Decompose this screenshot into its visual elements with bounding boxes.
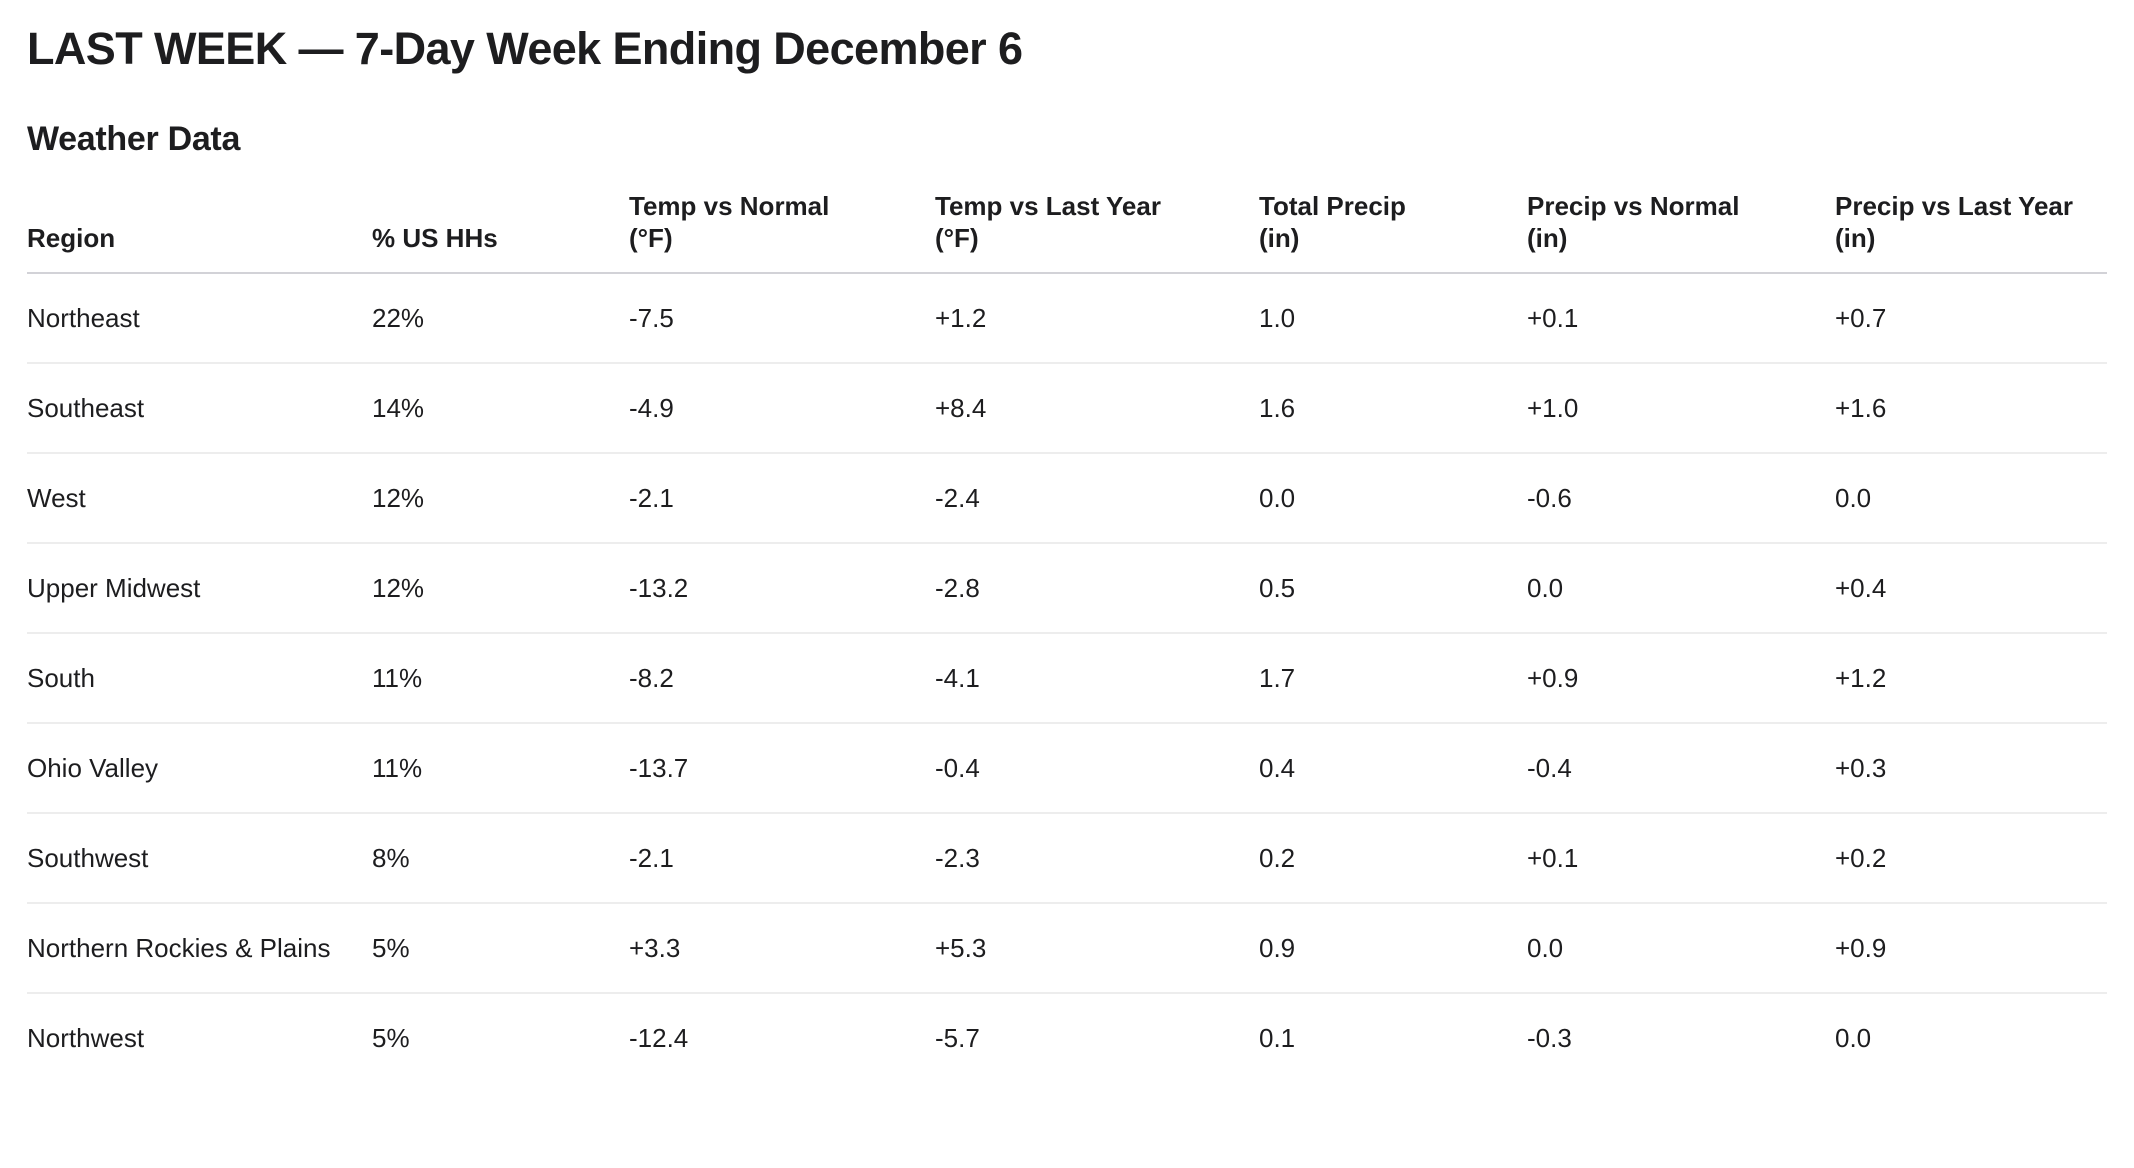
column-header: Temp vs Last Year (°F)	[935, 189, 1259, 274]
value-cell: -2.1	[629, 812, 935, 904]
column-header-label: Precip vs Last Year	[1835, 190, 2074, 221]
value-cell: -7.5	[629, 272, 935, 364]
value-cell: 22%	[372, 272, 629, 364]
column-header-unit: (in)	[1259, 222, 1300, 253]
column-header-unit: (°F)	[935, 222, 979, 253]
page: LAST WEEK — 7-Day Week Ending December 6…	[27, 23, 2107, 1082]
value-cell: 0.1	[1259, 1022, 1296, 1053]
table-row: Northwest 5% -12.4 -5.7 0.1 -0.3 0.0	[27, 993, 2107, 1082]
column-header: % US HHs	[372, 189, 629, 274]
value-cell: 11%	[372, 722, 629, 814]
value-cell: -0.4	[935, 722, 1259, 814]
value-cell: -0.6	[1527, 452, 1835, 544]
value-cell: 0.4	[1259, 722, 1527, 814]
region-cell: Southeast	[27, 362, 372, 454]
table-body: Northeast 22% -7.5 +1.2 1.0 +0.1 +0.7 Southeast…	[27, 272, 2107, 1082]
table-row: Southwest 8% -2.1 -2.3 0.2 +0.1 +0.2	[27, 812, 2107, 904]
column-header-label: Total Precip	[1259, 190, 1406, 221]
value-cell: -8.2	[629, 632, 935, 724]
table-row: Upper Midwest 12% -13.2 -2.8 0.5 0.0 +0.4	[27, 542, 2107, 634]
value-cell: +8.4	[935, 362, 1259, 454]
value-cell: 12%	[372, 452, 629, 544]
value-cell: +5.3	[935, 902, 1259, 994]
value-cell: -2.3	[935, 812, 1259, 904]
column-header-unit: (in)	[1527, 222, 1568, 253]
value-cell: 0.0	[1835, 452, 2107, 544]
value-cell: +0.4	[1835, 542, 2107, 634]
value-cell: -0.4	[1527, 722, 1835, 814]
region-cell: Ohio Valley	[27, 722, 372, 814]
value-cell: +0.9	[1835, 902, 2107, 994]
column-header: Temp vs Normal (°F)	[629, 189, 935, 274]
table-header-row: Region% US HHs Temp vs Normal (°F) Temp vs …	[27, 189, 2107, 274]
weather-data-table: Region% US HHs Temp vs Normal (°F) Temp vs …	[27, 189, 2107, 1082]
region-cell: Upper Midwest	[27, 542, 372, 634]
column-header-label: Region	[27, 222, 116, 253]
table-header: Region% US HHs Temp vs Normal (°F) Temp vs …	[27, 189, 2107, 274]
value-cell: -13.2	[629, 542, 935, 634]
table-row: West 12% -2.1 -2.4 0.0 -0.6 0.0	[27, 452, 2107, 544]
region-cell: Northeast	[27, 272, 372, 364]
value-cell: 8%	[372, 812, 629, 904]
value-cell: -0.3	[1527, 1022, 1572, 1053]
region-cell: Northwest	[27, 1022, 145, 1053]
value-cell: 0.0	[1527, 902, 1835, 994]
value-cell: 0.9	[1259, 902, 1527, 994]
value-cell: +0.3	[1835, 722, 2107, 814]
column-header-label: Temp vs Last Year	[935, 190, 1161, 221]
table-row: Southeast 14% -4.9 +8.4 1.6 +1.0 +1.6	[27, 362, 2107, 454]
column-header-label: Temp vs Normal	[629, 190, 830, 221]
value-cell: +3.3	[629, 902, 935, 994]
region-cell: West	[27, 452, 372, 544]
value-cell: 0.5	[1259, 542, 1527, 634]
value-cell: -2.1	[629, 452, 935, 544]
value-cell: 0.0	[1835, 1022, 1872, 1053]
value-cell: -12.4	[629, 1022, 689, 1053]
value-cell: +1.2	[935, 272, 1259, 364]
table-row: South 11% -8.2 -4.1 1.7 +0.9 +1.2	[27, 632, 2107, 724]
region-cell: Northern Rockies & Plains	[27, 902, 372, 994]
value-cell: +1.6	[1835, 362, 2107, 454]
column-header-unit: (in)	[1835, 222, 1876, 253]
value-cell: +0.2	[1835, 812, 2107, 904]
value-cell: -5.7	[935, 1022, 980, 1053]
column-header: Region	[27, 189, 372, 274]
value-cell: 11%	[372, 632, 629, 724]
value-cell: +1.2	[1835, 632, 2107, 724]
column-header-label: Precip vs Normal	[1527, 190, 1740, 221]
value-cell: 12%	[372, 542, 629, 634]
table-row: Northern Rockies & Plains 5% +3.3 +5.3 0.9 0.…	[27, 902, 2107, 994]
value-cell: 1.7	[1259, 632, 1527, 724]
value-cell: 1.0	[1259, 272, 1527, 364]
region-cell: Southwest	[27, 812, 372, 904]
value-cell: -2.8	[935, 542, 1259, 634]
value-cell: -4.9	[629, 362, 935, 454]
value-cell: -4.1	[935, 632, 1259, 724]
value-cell: +0.1	[1527, 812, 1835, 904]
table-row: Ohio Valley 11% -13.7 -0.4 0.4 -0.4 +0.3	[27, 722, 2107, 814]
value-cell: +1.0	[1527, 362, 1835, 454]
column-header: Precip vs Last Year (in)	[1835, 189, 2107, 274]
value-cell: 0.0	[1259, 452, 1527, 544]
section-title: Weather Data	[27, 120, 241, 159]
value-cell: +0.1	[1527, 272, 1835, 364]
table-row: Northeast 22% -7.5 +1.2 1.0 +0.1 +0.7	[27, 272, 2107, 364]
value-cell: 1.6	[1259, 362, 1527, 454]
column-header-label: % US HHs	[372, 222, 498, 253]
region-cell: South	[27, 632, 372, 724]
page-title: LAST WEEK — 7-Day Week Ending December 6	[27, 23, 1023, 74]
value-cell: -2.4	[935, 452, 1259, 544]
column-header: Total Precip (in)	[1259, 189, 1527, 274]
value-cell: 0.2	[1259, 812, 1527, 904]
column-header-unit: (°F)	[629, 222, 673, 253]
value-cell: +0.9	[1527, 632, 1835, 724]
value-cell: 5%	[372, 1022, 410, 1053]
value-cell: +0.7	[1835, 272, 2107, 364]
value-cell: 14%	[372, 362, 629, 454]
value-cell: -13.7	[629, 722, 935, 814]
value-cell: 5%	[372, 902, 629, 994]
value-cell: 0.0	[1527, 542, 1835, 634]
column-header: Precip vs Normal (in)	[1527, 189, 1835, 274]
